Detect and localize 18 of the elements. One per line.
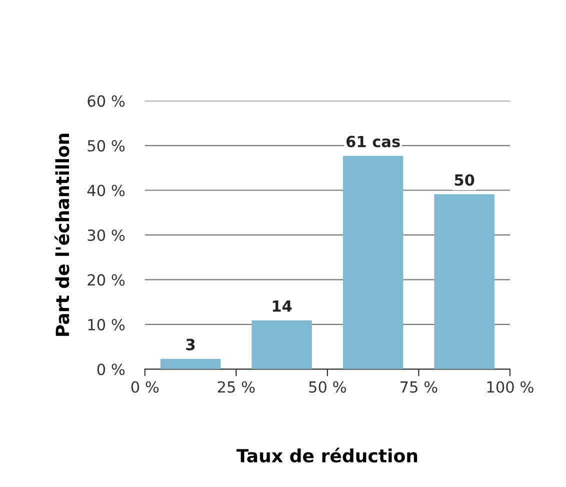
annotation: 14 bbox=[272, 300, 292, 312]
annotation: 50 bbox=[454, 174, 474, 186]
x-tick-label: 0 % bbox=[131, 381, 159, 393]
x-tick-label: 50 % bbox=[309, 381, 346, 393]
y-axis-title: Part de l'échantillon bbox=[54, 134, 70, 336]
y-tick-label: 20 % bbox=[88, 274, 125, 286]
annotation: 3 bbox=[186, 338, 195, 350]
y-tick-label: 10 % bbox=[88, 318, 125, 330]
x-tick-label: 25 % bbox=[218, 381, 255, 393]
annotation: 61 cas bbox=[346, 136, 400, 148]
y-tick-label: 50 % bbox=[88, 140, 125, 152]
y-tick-label: 60 % bbox=[88, 95, 125, 107]
y-tick-label: 40 % bbox=[87, 184, 125, 196]
y-tick-label: 30 % bbox=[88, 229, 125, 241]
x-tick-label: 75 % bbox=[400, 381, 438, 393]
x-axis-title: Taux de réduction bbox=[236, 448, 418, 462]
y-tick-label: 0 % bbox=[97, 364, 125, 376]
x-tick-label: 100 % bbox=[487, 381, 534, 393]
